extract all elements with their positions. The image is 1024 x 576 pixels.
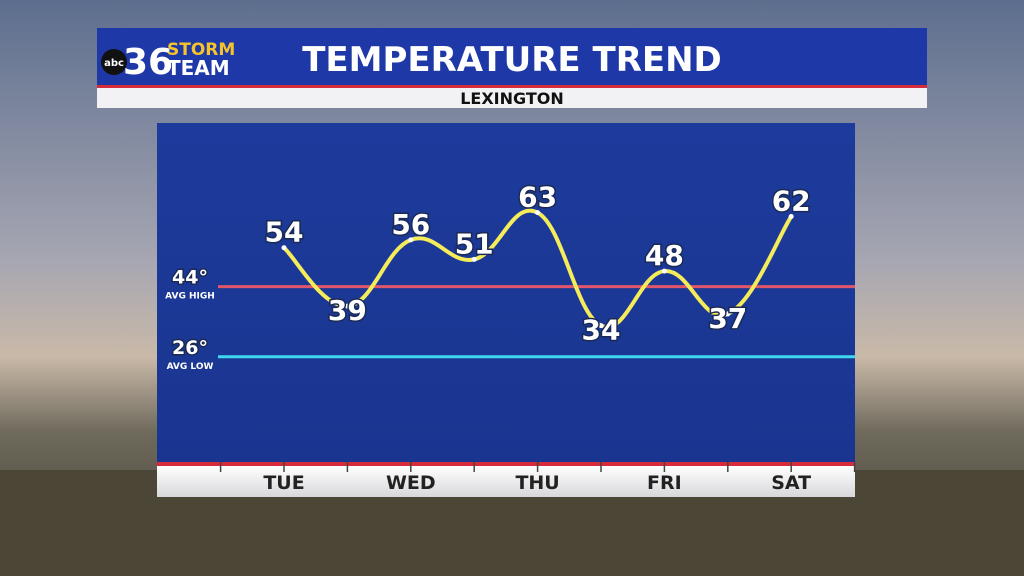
logo-line1: STORM (167, 40, 235, 60)
subtitle-bar (97, 88, 927, 108)
title-rule (97, 85, 927, 88)
value-label: 34 (582, 314, 621, 347)
point (535, 210, 541, 216)
value-label: 62 (772, 185, 811, 218)
value-label: 51 (455, 227, 494, 260)
value-label: 63 (518, 181, 557, 214)
plot-area (157, 123, 855, 462)
point (408, 237, 414, 243)
value-label: 56 (391, 208, 430, 241)
chart-subtitle: LEXINGTON (460, 89, 564, 108)
value-label: 48 (645, 239, 684, 272)
title-bar (97, 28, 927, 85)
x-tick-label: TUE (263, 472, 304, 494)
value-label: 54 (265, 216, 304, 249)
x-tick-label: THU (515, 472, 559, 494)
reference-name: AVG LOW (167, 362, 214, 372)
x-tick-label: SAT (771, 472, 811, 494)
logo-circle (101, 49, 127, 75)
logo-line2: TEAM (167, 56, 230, 80)
point (725, 311, 731, 317)
chart-title: TEMPERATURE TREND (302, 40, 722, 80)
reference-label: 44° (172, 267, 208, 289)
axis-rule (157, 462, 855, 466)
value-label: 39 (328, 294, 367, 327)
reference-label: 26° (172, 337, 208, 359)
reference-name: AVG HIGH (165, 292, 215, 302)
point (281, 245, 287, 251)
point (661, 268, 667, 274)
value-label: 37 (708, 302, 747, 335)
point (598, 323, 604, 329)
x-tick-label: WED (386, 472, 436, 494)
logo-network: abc (104, 58, 124, 69)
logo-channel: 36 (123, 42, 173, 83)
axis-strip (157, 466, 855, 497)
point (788, 214, 794, 220)
point (471, 256, 477, 262)
trend-line (282, 208, 794, 329)
x-tick-label: FRI (647, 472, 682, 494)
point (344, 303, 350, 309)
